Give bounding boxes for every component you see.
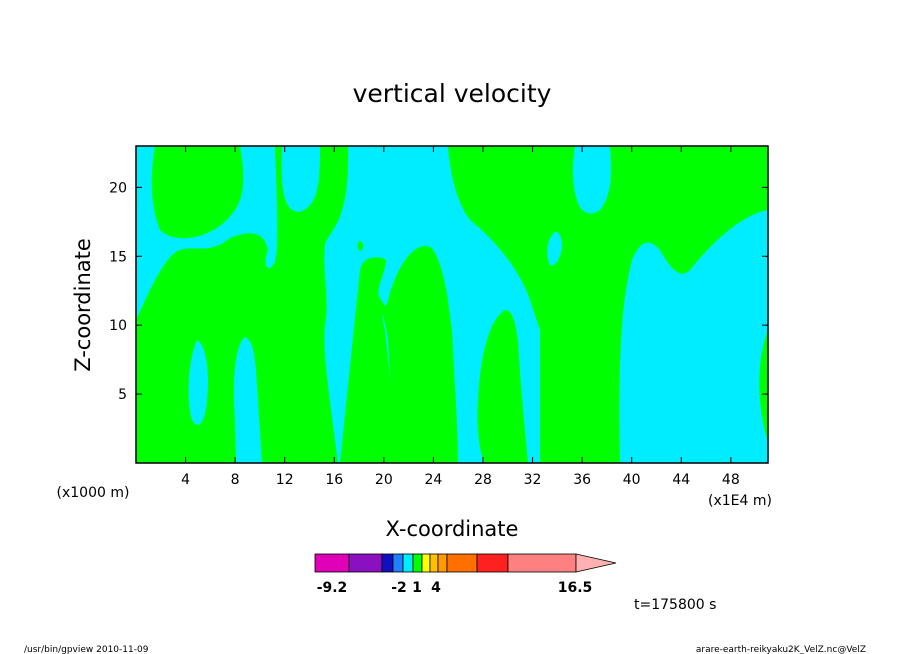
positive-region xyxy=(477,310,528,463)
negative-region xyxy=(233,337,262,463)
negative-region xyxy=(188,340,208,425)
colorbar-tick-label: -2 xyxy=(391,580,407,596)
colorbar-swatch xyxy=(446,553,478,573)
time-label: t=175800 s xyxy=(634,597,716,613)
x-axis-title: X-coordinate xyxy=(386,517,519,541)
plot-frame xyxy=(135,145,769,464)
colorbar-swatch xyxy=(437,553,448,573)
x-tick-label: 28 xyxy=(474,472,492,488)
x-tick-label: 4 xyxy=(181,472,190,488)
colorbar-swatch xyxy=(421,553,431,573)
x-tick-label: 40 xyxy=(623,472,641,488)
colorbar-swatch xyxy=(507,553,577,573)
x-tick-label: 44 xyxy=(672,472,690,488)
chart-title: vertical velocity xyxy=(353,79,552,108)
plot-field xyxy=(136,146,768,463)
colorbar-tick-label: 4 xyxy=(431,580,441,596)
x-tick-label: 12 xyxy=(276,472,294,488)
colorbar-swatch xyxy=(381,553,394,573)
colorbar-swatch xyxy=(402,553,414,573)
x-unit-right: (x1E4 m) xyxy=(708,493,772,509)
negative-region xyxy=(572,146,611,214)
x-tick-label: 16 xyxy=(325,472,343,488)
colorbar-tick-label: 16.5 xyxy=(558,580,593,596)
negative-region xyxy=(136,146,278,320)
x-tick-label: 24 xyxy=(424,472,442,488)
positive-region xyxy=(357,241,364,251)
colorbar-swatch xyxy=(392,553,404,573)
y-tick-label: 15 xyxy=(109,249,127,265)
x-tick-label: 8 xyxy=(231,472,240,488)
colorbar-swatch xyxy=(348,553,383,573)
y-tick-label: 20 xyxy=(109,180,127,196)
y-tick-label: 5 xyxy=(118,387,127,403)
x-unit-left: (x1000 m) xyxy=(57,485,130,501)
x-tick-label: 32 xyxy=(524,472,542,488)
positive-region xyxy=(365,245,458,463)
colorbar xyxy=(314,553,617,573)
negative-region xyxy=(136,146,152,205)
colorbar-swatch xyxy=(412,553,423,573)
colorbar-extend-arrow xyxy=(575,553,617,573)
y-tick-label: 10 xyxy=(109,318,127,334)
colorbar-swatch xyxy=(476,553,509,573)
negative-region xyxy=(619,210,768,463)
negative-region xyxy=(281,146,320,212)
footer-right: arare-earth-reikyaku2K_VelZ.nc@VelZ xyxy=(696,645,866,654)
colorbar-tick-label: -9.2 xyxy=(317,580,348,596)
colorbar-tick-label: 1 xyxy=(412,580,422,596)
footer-left: /usr/bin/gpview 2010-11-09 xyxy=(24,645,149,654)
negative-region xyxy=(547,231,562,266)
colorbar-swatch xyxy=(314,553,350,573)
colorbar-swatch xyxy=(429,553,439,573)
y-axis-title: Z-coordinate xyxy=(71,238,95,372)
x-tick-label: 36 xyxy=(573,472,591,488)
x-tick-label: 48 xyxy=(722,472,740,488)
positive-region xyxy=(759,330,768,440)
x-tick-label: 20 xyxy=(375,472,393,488)
